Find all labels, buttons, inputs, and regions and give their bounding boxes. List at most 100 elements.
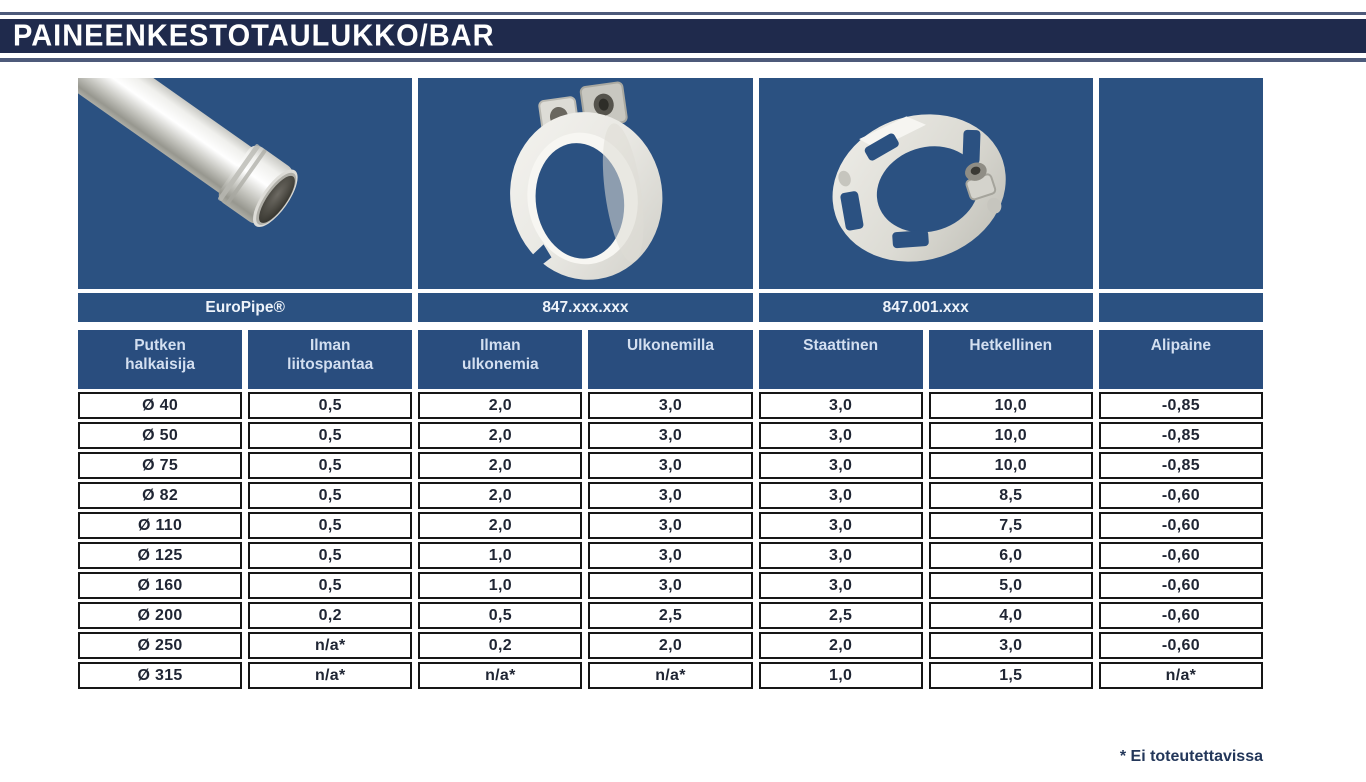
product-label-empty bbox=[1098, 293, 1263, 322]
value-cell: 7,5 bbox=[928, 512, 1093, 539]
table-row: Ø 125 0,5 1,0 3,0 3,0 6,0 -0,60 bbox=[78, 542, 1263, 569]
value-cell: 2,0 bbox=[418, 482, 583, 509]
value-cell: -0,85 bbox=[1098, 422, 1263, 449]
column-header: Hetkellinen bbox=[928, 330, 1093, 389]
bottom-rule bbox=[0, 58, 1366, 62]
table-row: Ø 250 n/a* 0,2 2,0 2,0 3,0 -0,60 bbox=[78, 632, 1263, 659]
value-cell: 3,0 bbox=[588, 482, 753, 509]
table-row: Ø 50 0,5 2,0 3,0 3,0 10,0 -0,85 bbox=[78, 422, 1263, 449]
value-cell: 3,0 bbox=[588, 572, 753, 599]
value-cell: 3,0 bbox=[758, 572, 923, 599]
value-cell: 1,0 bbox=[418, 542, 583, 569]
value-cell: 3,0 bbox=[928, 632, 1093, 659]
diameter-cell: Ø 110 bbox=[78, 512, 243, 539]
column-header: Putken halkaisija bbox=[78, 330, 243, 389]
value-cell: n/a* bbox=[418, 662, 583, 689]
value-cell: 0,5 bbox=[248, 482, 413, 509]
europipe-photo bbox=[78, 78, 298, 228]
value-cell: 2,5 bbox=[758, 602, 923, 629]
value-cell: 3,0 bbox=[758, 452, 923, 479]
value-cell: 3,0 bbox=[758, 512, 923, 539]
table-row: Ø 200 0,2 0,5 2,5 2,5 4,0 -0,60 bbox=[78, 602, 1263, 629]
column-header: Ilman liitospantaa bbox=[248, 330, 413, 389]
value-cell: -0,85 bbox=[1098, 392, 1263, 419]
value-cell: 2,0 bbox=[418, 422, 583, 449]
table-body: Ø 40 0,5 2,0 3,0 3,0 10,0 -0,85 Ø 50 0,5 2,0 3,0 3,… bbox=[78, 392, 1263, 689]
value-cell: 1,5 bbox=[928, 662, 1093, 689]
product-label-europipe: EuroPipe® bbox=[78, 293, 413, 322]
column-header: Staattinen bbox=[758, 330, 923, 389]
product-label-row: EuroPipe® 847.xxx.xxx 847.001.xxx bbox=[78, 293, 1263, 322]
product-label-clamp: 847.xxx.xxx bbox=[418, 293, 753, 322]
value-cell: 2,0 bbox=[758, 632, 923, 659]
page-title-bar: PAINEENKESTOTAULUKKO/BAR bbox=[0, 19, 1366, 53]
value-cell: 3,0 bbox=[588, 452, 753, 479]
value-cell: 10,0 bbox=[928, 422, 1093, 449]
pressure-table: EuroPipe® 847.xxx.xxx 847.001.xxx Putken… bbox=[78, 78, 1263, 692]
value-cell: 0,5 bbox=[248, 422, 413, 449]
value-cell: 3,0 bbox=[758, 542, 923, 569]
page-title: PAINEENKESTOTAULUKKO/BAR bbox=[13, 18, 495, 53]
value-cell: 8,5 bbox=[928, 482, 1093, 509]
value-cell: 6,0 bbox=[928, 542, 1093, 569]
diameter-cell: Ø 40 bbox=[78, 392, 243, 419]
column-header: Ilman ulkonemia bbox=[418, 330, 583, 389]
value-cell: 5,0 bbox=[928, 572, 1093, 599]
diameter-cell: Ø 315 bbox=[78, 662, 243, 689]
product-image-row bbox=[78, 78, 1263, 289]
diameter-cell: Ø 82 bbox=[78, 482, 243, 509]
value-cell: 0,5 bbox=[248, 572, 413, 599]
table-row: Ø 75 0,5 2,0 3,0 3,0 10,0 -0,85 bbox=[78, 452, 1263, 479]
table-header-row: Putken halkaisija Ilman liitospantaa Ilman… bbox=[78, 330, 1263, 389]
diameter-cell: Ø 125 bbox=[78, 542, 243, 569]
table-row: Ø 160 0,5 1,0 3,0 3,0 5,0 -0,60 bbox=[78, 572, 1263, 599]
value-cell: 0,5 bbox=[248, 452, 413, 479]
product-image-cell-empty bbox=[1098, 78, 1263, 289]
value-cell: n/a* bbox=[248, 662, 413, 689]
value-cell: 3,0 bbox=[758, 422, 923, 449]
value-cell: 10,0 bbox=[928, 452, 1093, 479]
value-cell: 0,5 bbox=[248, 392, 413, 419]
value-cell: 3,0 bbox=[758, 392, 923, 419]
value-cell: -0,60 bbox=[1098, 542, 1263, 569]
clamp-photo bbox=[510, 81, 663, 280]
value-cell: 3,0 bbox=[758, 482, 923, 509]
value-cell: 2,0 bbox=[418, 512, 583, 539]
column-header: Ulkonemilla bbox=[588, 330, 753, 389]
value-cell: 3,0 bbox=[588, 512, 753, 539]
value-cell: n/a* bbox=[1098, 662, 1263, 689]
value-cell: 2,0 bbox=[588, 632, 753, 659]
value-cell: -0,60 bbox=[1098, 572, 1263, 599]
value-cell: 10,0 bbox=[928, 392, 1093, 419]
diameter-cell: Ø 250 bbox=[78, 632, 243, 659]
value-cell: 0,5 bbox=[418, 602, 583, 629]
column-header: Alipaine bbox=[1098, 330, 1263, 389]
value-cell: -0,60 bbox=[1098, 482, 1263, 509]
value-cell: -0,85 bbox=[1098, 452, 1263, 479]
value-cell: 0,5 bbox=[248, 542, 413, 569]
table-row: Ø 110 0,5 2,0 3,0 3,0 7,5 -0,60 bbox=[78, 512, 1263, 539]
product-image-cell-flange bbox=[758, 78, 1093, 289]
table-row: Ø 315 n/a* n/a* n/a* 1,0 1,5 n/a* bbox=[78, 662, 1263, 689]
value-cell: -0,60 bbox=[1098, 602, 1263, 629]
value-cell: -0,60 bbox=[1098, 512, 1263, 539]
value-cell: 2,0 bbox=[418, 452, 583, 479]
value-cell: 1,0 bbox=[758, 662, 923, 689]
value-cell: 0,5 bbox=[248, 512, 413, 539]
diameter-cell: Ø 200 bbox=[78, 602, 243, 629]
product-image-cell-europipe bbox=[78, 78, 413, 289]
top-rule bbox=[0, 12, 1366, 15]
value-cell: 1,0 bbox=[418, 572, 583, 599]
diameter-cell: Ø 50 bbox=[78, 422, 243, 449]
value-cell: 0,2 bbox=[418, 632, 583, 659]
footnote: * Ei toteutettavissa bbox=[1119, 748, 1263, 765]
value-cell: 4,0 bbox=[928, 602, 1093, 629]
table-row: Ø 40 0,5 2,0 3,0 3,0 10,0 -0,85 bbox=[78, 392, 1263, 419]
value-cell: 3,0 bbox=[588, 542, 753, 569]
value-cell: n/a* bbox=[248, 632, 413, 659]
diameter-cell: Ø 160 bbox=[78, 572, 243, 599]
value-cell: 3,0 bbox=[588, 422, 753, 449]
value-cell: 3,0 bbox=[588, 392, 753, 419]
product-label-flange: 847.001.xxx bbox=[758, 293, 1093, 322]
